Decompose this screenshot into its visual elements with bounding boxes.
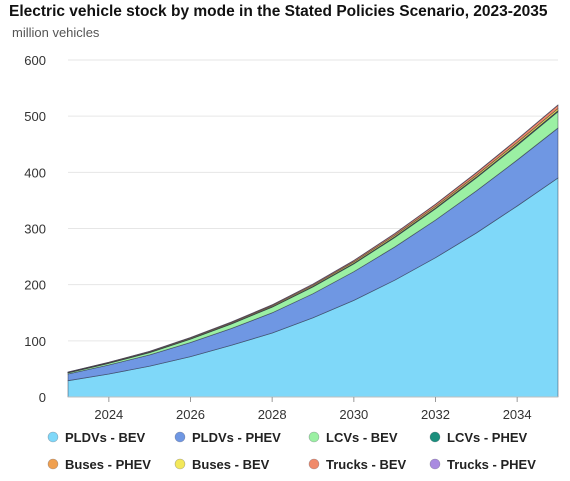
legend-label-lcvs-phev: LCVs - PHEV <box>447 430 528 445</box>
x-tick-label-2030: 2030 <box>339 407 368 422</box>
x-tick-label-2034: 2034 <box>503 407 532 422</box>
legend-swatch-trucks-phev <box>429 458 441 470</box>
legend-swatch-lcvs-bev <box>308 431 320 443</box>
x-tick-label-2028: 2028 <box>258 407 287 422</box>
y-tick-label-600: 600 <box>24 53 46 68</box>
legend-label-pldvs-bev: PLDVs - BEV <box>65 430 146 445</box>
legend-swatch-trucks-bev <box>308 458 320 470</box>
legend-label-trucks-phev: Trucks - PHEV <box>447 457 536 472</box>
y-tick-label-100: 100 <box>24 334 46 349</box>
legend-label-pldvs-phev: PLDVs - PHEV <box>192 430 281 445</box>
legend-label-buses-phev: Buses - PHEV <box>65 457 151 472</box>
legend-swatch-lcvs-phev <box>429 431 441 443</box>
legend-label-buses-bev: Buses - BEV <box>192 457 270 472</box>
area-trucks-phev <box>67 104 559 373</box>
chart-title: Electric vehicle stock by mode in the St… <box>9 3 548 20</box>
legend-swatch-buses-bev <box>174 458 186 470</box>
y-axis-unit-label: million vehicles <box>12 25 100 40</box>
x-tick-label-2026: 2026 <box>176 407 205 422</box>
legend-swatch-buses-phev <box>47 458 59 470</box>
legend-swatch-pldvs-bev <box>47 431 59 443</box>
x-tick-label-2032: 2032 <box>421 407 450 422</box>
legend-swatch-pldvs-phev <box>174 431 186 443</box>
legend-label-trucks-bev: Trucks - BEV <box>326 457 407 472</box>
legend-label-lcvs-bev: LCVs - BEV <box>326 430 398 445</box>
x-tick-label-2024: 2024 <box>94 407 123 422</box>
y-tick-label-400: 400 <box>24 165 46 180</box>
y-tick-label-300: 300 <box>24 222 46 237</box>
y-tick-label-500: 500 <box>24 109 46 124</box>
y-tick-label-0: 0 <box>39 390 46 405</box>
y-tick-label-200: 200 <box>24 278 46 293</box>
